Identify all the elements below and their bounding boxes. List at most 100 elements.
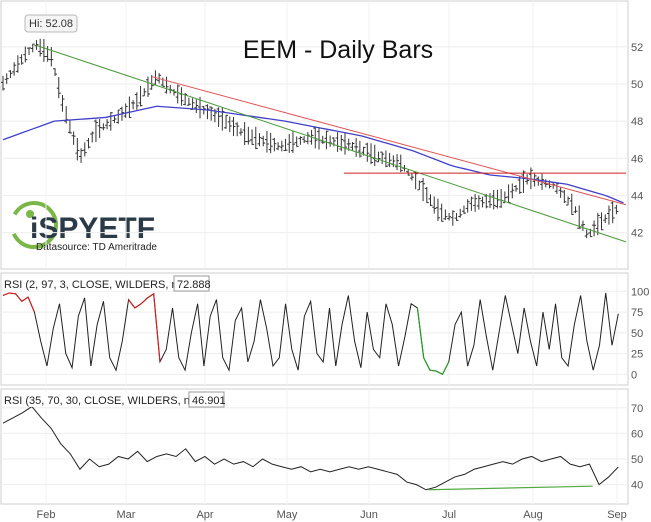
x-tick-label: Jul: [442, 509, 456, 521]
rsi2-overbought-segment: [128, 292, 161, 362]
rsi35-value-bg: [188, 391, 225, 408]
price-bar: [257, 133, 262, 147]
price-bar: [93, 119, 98, 143]
price-bar: [320, 135, 325, 144]
price-bar: [205, 104, 210, 120]
price-bar: [134, 92, 139, 110]
price-bar: [354, 137, 359, 157]
price-bar: [253, 126, 258, 150]
price-bar: [56, 76, 61, 99]
price-bar: [380, 151, 385, 165]
price-bar: [12, 62, 17, 76]
rsi35-divergence-line: [428, 485, 593, 491]
rsi-y-tick: 25: [631, 349, 643, 361]
price-bar: [224, 114, 229, 129]
price-bar: [369, 143, 374, 165]
price-y-tick: 50: [631, 79, 643, 91]
price-bar: [294, 136, 299, 147]
price-bar: [175, 84, 180, 104]
price-bar: [554, 183, 559, 194]
ispyetf-logo: iSPYETF Datasource: TD Ameritrade: [10, 201, 157, 253]
price-bar: [573, 206, 578, 214]
price-bar: [357, 140, 362, 158]
price-bar: [246, 126, 251, 145]
x-tick-label: Apr: [196, 509, 213, 521]
price-bar: [339, 134, 344, 152]
price-bar: [350, 142, 355, 151]
price-bar: [142, 88, 147, 97]
price-y-tick: 48: [631, 116, 643, 128]
moving-average-line: [2, 105, 624, 204]
price-bar: [387, 152, 392, 168]
price-bar: [97, 119, 102, 139]
price-bar: [67, 119, 72, 134]
rsi35-title: RSI (35, 70, 30, CLOSE, WILDERS, no) 46.…: [2, 391, 226, 408]
price-bar: [491, 189, 496, 210]
price-bar: [290, 131, 295, 153]
price-bar: [60, 95, 65, 112]
price-bar: [447, 212, 452, 221]
price-bar: [86, 138, 91, 149]
price-bar: [8, 70, 13, 78]
price-bar: [138, 85, 143, 107]
price-bar: [461, 205, 466, 214]
high-label-bg: [24, 14, 78, 33]
price-bar: [238, 128, 243, 136]
price-bar: [15, 55, 20, 73]
price-bar: [465, 199, 470, 213]
rsi2-panel: 0 25 50 75 100 RSI (2, 97, 3, CLOSE, WILDERS…: [1, 275, 649, 381]
price-bar: [4, 73, 9, 84]
rsi2-title: RSI (2, 97, 3, CLOSE, WILDERS, no) 72.88…: [2, 275, 211, 292]
price-bar: [528, 167, 533, 190]
price-bar: [123, 103, 128, 118]
price-bar: [421, 178, 426, 202]
high-label: Hi: 52.08: [29, 18, 73, 30]
price-bar: [227, 116, 232, 133]
price-bar: [614, 204, 619, 215]
price-bar: [365, 142, 370, 162]
upper-trendline: [151, 76, 627, 206]
price-bar: [101, 123, 106, 131]
x-axis: Feb Mar Apr May Jun Jul Aug Sep: [37, 509, 627, 521]
price-bar: [395, 154, 400, 171]
price-bar: [209, 106, 214, 121]
price-panel-frame: [0, 0, 629, 270]
price-bar: [53, 68, 58, 77]
rsi-y-tick: 50: [631, 454, 643, 466]
rsi-y-tick: 0: [631, 369, 637, 381]
rsi2-title-bg: [2, 276, 208, 291]
price-bar: [194, 99, 199, 114]
price-y-tick: 52: [631, 42, 643, 54]
price-bar: [346, 138, 351, 151]
price-bar: [279, 140, 284, 152]
rsi-y-tick: 40: [631, 480, 643, 492]
price-bar: [30, 43, 35, 53]
rsi35-title-bg: [2, 392, 214, 407]
price-bar: [302, 135, 307, 143]
price-bar: [272, 137, 277, 152]
rsi-y-tick: 70: [631, 403, 643, 415]
rsi2-oversold-segment: [416, 307, 450, 376]
price-bar: [376, 151, 381, 163]
price-bar: [595, 212, 600, 236]
price-bar: [305, 131, 310, 145]
price-bar: [569, 193, 574, 216]
price-bar: [514, 184, 519, 192]
logo-text: iSPYETF: [30, 212, 155, 245]
price-y-tick: 46: [631, 153, 643, 165]
x-tick-label: Mar: [117, 509, 136, 521]
price-bar: [383, 150, 388, 168]
rsi2-value-bg: [173, 275, 210, 292]
price-bar: [298, 136, 303, 145]
x-tick-label: Feb: [37, 509, 56, 521]
price-bar: [231, 117, 236, 137]
price-bar: [517, 175, 522, 194]
x-tick-label: May: [277, 509, 298, 521]
price-bar: [235, 122, 240, 137]
price-bar: [432, 196, 437, 214]
rsi35-title-text: RSI (35, 70, 30, CLOSE, WILDERS, no): [4, 395, 200, 407]
price-bar: [149, 74, 154, 90]
high-label-box: Hi: 52.08: [24, 14, 78, 33]
price-bar: [487, 193, 492, 208]
price-bar: [90, 131, 95, 143]
